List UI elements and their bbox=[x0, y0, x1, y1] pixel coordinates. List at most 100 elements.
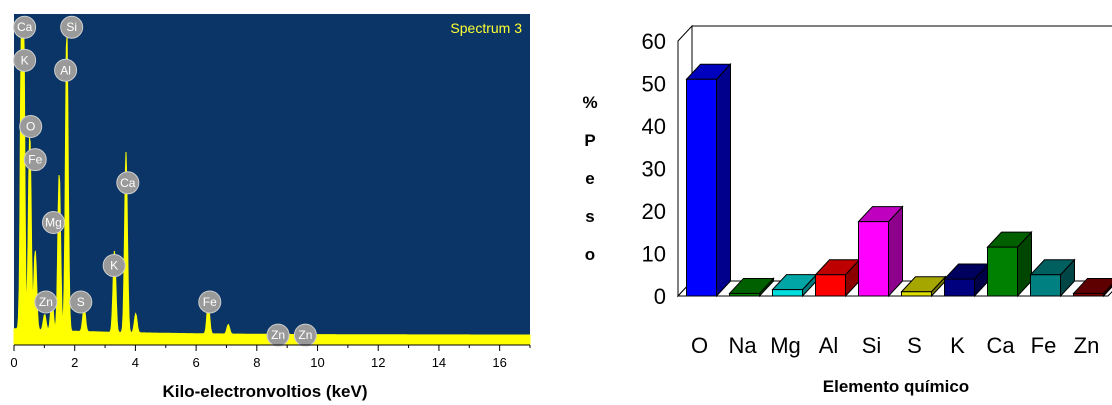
peak-label: Si bbox=[60, 15, 84, 39]
spectrum-x-tick-label: 16 bbox=[492, 355, 506, 370]
peak-label-text: Al bbox=[60, 63, 71, 77]
spectrum-x-tick-label: 14 bbox=[432, 355, 446, 370]
bar-y-tick-label: 40 bbox=[642, 114, 666, 139]
eds-spectrum-chart: Ca K Si Al O Fe Mg Ca K Zn S Fe Zn Zn Spectrum 3 0 2 4 6… bbox=[10, 14, 531, 401]
bar-side-face bbox=[716, 62, 731, 298]
bar-y-axis-title-letter: % bbox=[582, 93, 597, 112]
peak-label-badge bbox=[102, 254, 126, 278]
bar-y-axis-title-letter: o bbox=[585, 245, 595, 264]
bar-Zn bbox=[1072, 277, 1112, 298]
spectrum-title: Spectrum 3 bbox=[450, 20, 522, 36]
bar-category-label: Mg bbox=[770, 333, 801, 358]
spectrum-x-tick-label: 8 bbox=[253, 355, 260, 370]
peak-label-text: Zn bbox=[298, 328, 312, 342]
bar-y-axis-title-letter: s bbox=[585, 207, 594, 226]
peak-label-text: Ca bbox=[17, 20, 33, 34]
bar-O bbox=[685, 62, 732, 298]
peak-label-text: Fe bbox=[28, 153, 42, 167]
peak-label-badge bbox=[116, 171, 140, 195]
bar-y-tick-label: 30 bbox=[642, 157, 666, 182]
peak-label-badge bbox=[54, 58, 78, 82]
bar-y-axis-title-letter: P bbox=[584, 131, 595, 150]
peak-label-text: Zn bbox=[271, 328, 285, 342]
bar-front-face bbox=[987, 246, 1018, 297]
peak-label: K bbox=[102, 254, 126, 278]
bar-category-label: O bbox=[691, 333, 708, 358]
bar-Mg bbox=[771, 273, 818, 298]
spectrum-x-axis-title: Kilo-electronvoltios (keV) bbox=[163, 382, 368, 401]
bar-category-label: Fe bbox=[1031, 333, 1057, 358]
spectrum-x-tick-label: 6 bbox=[193, 355, 200, 370]
bar-front-face bbox=[815, 274, 846, 297]
bar-category-label: K bbox=[950, 333, 965, 358]
bar-category-label: Si bbox=[862, 333, 882, 358]
spectrum-x-tick-label: 10 bbox=[310, 355, 324, 370]
bar-y-tick-label: 60 bbox=[642, 29, 666, 54]
bar-category-label: Zn bbox=[1074, 333, 1100, 358]
bar-Na bbox=[728, 277, 775, 298]
spectrum-x-tick-label: 0 bbox=[10, 355, 17, 370]
bar-category-label: S bbox=[907, 333, 922, 358]
bar-front-face bbox=[1030, 274, 1061, 297]
peak-label: Fe bbox=[198, 290, 222, 314]
peak-label-badge bbox=[198, 290, 222, 314]
peak-label-badge bbox=[266, 323, 290, 347]
bar-front-face bbox=[858, 221, 889, 297]
bar-category-label: Ca bbox=[986, 333, 1015, 358]
spectrum-x-tick-label: 12 bbox=[371, 355, 385, 370]
peak-label-badge bbox=[41, 211, 65, 235]
bar-front-face bbox=[944, 278, 975, 297]
bar-category-label: Al bbox=[819, 333, 839, 358]
bar-front-face bbox=[729, 292, 760, 297]
bar-Al bbox=[814, 258, 861, 298]
bar-y-axis-title-letter: e bbox=[585, 169, 594, 188]
bar-y-tick-label: 0 bbox=[654, 284, 666, 309]
peak-label-text: Zn bbox=[39, 295, 53, 309]
bar-S bbox=[900, 275, 947, 298]
peak-label-text: K bbox=[21, 53, 29, 67]
bar-y-tick-label: 10 bbox=[642, 242, 666, 267]
peak-label-text: Ca bbox=[120, 176, 136, 190]
bar-front-face bbox=[901, 291, 932, 297]
peak-label-badge bbox=[13, 15, 37, 39]
peak-label-text: Fe bbox=[203, 295, 217, 309]
peak-label: Al bbox=[54, 58, 78, 82]
bar-front-face bbox=[686, 78, 717, 297]
peak-label: Ca bbox=[13, 15, 37, 39]
peak-label-text: K bbox=[110, 259, 118, 273]
peak-label-badge bbox=[293, 323, 317, 347]
peak-label: O bbox=[19, 115, 43, 139]
peak-label: Fe bbox=[23, 148, 47, 172]
peak-label: Zn bbox=[34, 290, 58, 314]
bar-Ca bbox=[986, 230, 1033, 298]
peak-label-badge bbox=[23, 148, 47, 172]
bar-x-axis-title: Elemento químico bbox=[823, 377, 969, 396]
bar-y-tick-label: 50 bbox=[642, 72, 666, 97]
peak-label: Zn bbox=[293, 323, 317, 347]
peak-label-text: Si bbox=[66, 20, 77, 34]
bar-category-label: Na bbox=[728, 333, 757, 358]
bar-K bbox=[943, 262, 990, 298]
peak-label: Mg bbox=[41, 211, 65, 235]
bar-y-tick-label: 20 bbox=[642, 199, 666, 224]
spectrum-plot-area bbox=[14, 14, 530, 345]
peak-label: Zn bbox=[266, 323, 290, 347]
peak-label-badge bbox=[19, 115, 43, 139]
peak-label-badge bbox=[13, 48, 37, 72]
peak-label: K bbox=[13, 48, 37, 72]
spectrum-x-tick-label: 2 bbox=[71, 355, 78, 370]
peak-label: Ca bbox=[116, 171, 140, 195]
peak-label: S bbox=[69, 290, 93, 314]
spectrum-x-tick-label: 4 bbox=[132, 355, 139, 370]
peak-label-text: S bbox=[77, 295, 85, 309]
bar-Si bbox=[857, 205, 904, 298]
bar-front-face bbox=[1073, 292, 1104, 297]
peak-label-text: O bbox=[26, 120, 35, 134]
bar-Fe bbox=[1029, 258, 1076, 298]
bar-front-face bbox=[772, 289, 803, 297]
peak-label-badge bbox=[69, 290, 93, 314]
peak-label-text: Mg bbox=[45, 216, 62, 230]
peak-label-badge bbox=[34, 290, 58, 314]
peak-label-badge bbox=[60, 15, 84, 39]
